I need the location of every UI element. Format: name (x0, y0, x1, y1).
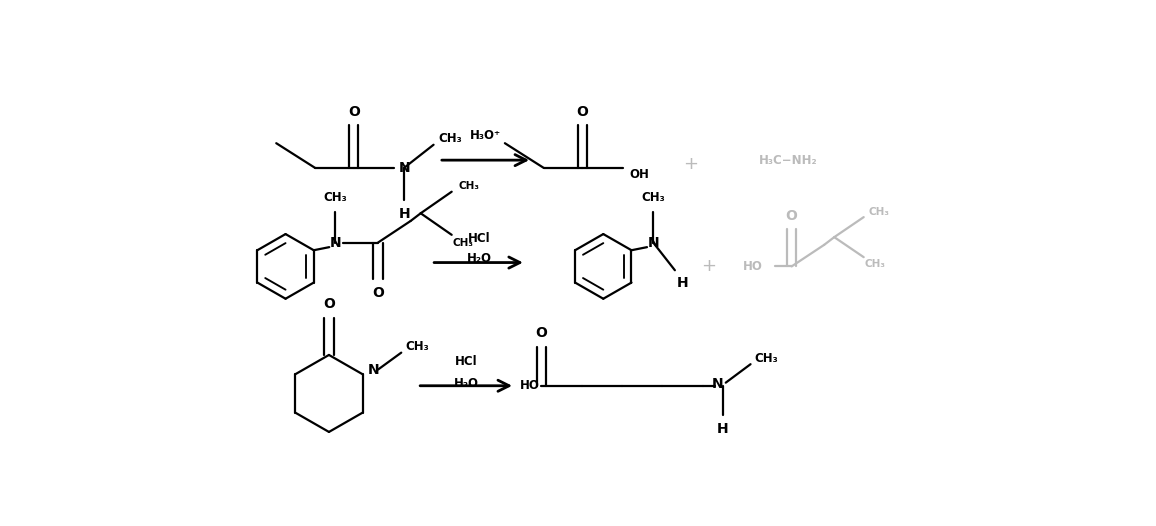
Text: CH₃: CH₃ (754, 351, 778, 365)
Text: CH₃: CH₃ (868, 207, 890, 217)
Text: O: O (372, 286, 384, 300)
Text: O: O (535, 327, 547, 340)
Text: CH₃: CH₃ (458, 180, 480, 190)
Text: N: N (647, 236, 659, 249)
Text: O: O (577, 105, 588, 119)
Text: CH₃: CH₃ (439, 132, 462, 145)
Text: N: N (329, 236, 341, 249)
Text: O: O (323, 297, 335, 311)
Text: CH₃: CH₃ (642, 191, 665, 205)
Text: H₂O: H₂O (453, 377, 479, 390)
Text: H₂O: H₂O (467, 252, 491, 265)
Text: CH₃: CH₃ (324, 191, 347, 205)
Text: H: H (399, 207, 410, 221)
Text: H₃C−NH₂: H₃C−NH₂ (758, 154, 817, 167)
Text: +: + (683, 155, 698, 173)
Text: CH₃: CH₃ (453, 238, 474, 248)
Text: HCl: HCl (468, 232, 490, 245)
Text: N: N (399, 161, 410, 175)
Text: OH: OH (630, 167, 650, 180)
Text: H₃O⁺: H₃O⁺ (470, 129, 501, 142)
Text: H: H (717, 422, 728, 436)
Text: +: + (702, 257, 717, 276)
Text: CH₃: CH₃ (864, 259, 885, 269)
Text: HCl: HCl (454, 356, 477, 368)
Text: H: H (676, 276, 689, 290)
Text: HO: HO (520, 379, 540, 392)
Text: O: O (786, 209, 798, 224)
Text: HO: HO (743, 260, 763, 273)
Text: O: O (348, 105, 360, 119)
Text: N: N (712, 377, 724, 391)
Text: N: N (368, 363, 379, 377)
Text: CH₃: CH₃ (405, 340, 429, 353)
